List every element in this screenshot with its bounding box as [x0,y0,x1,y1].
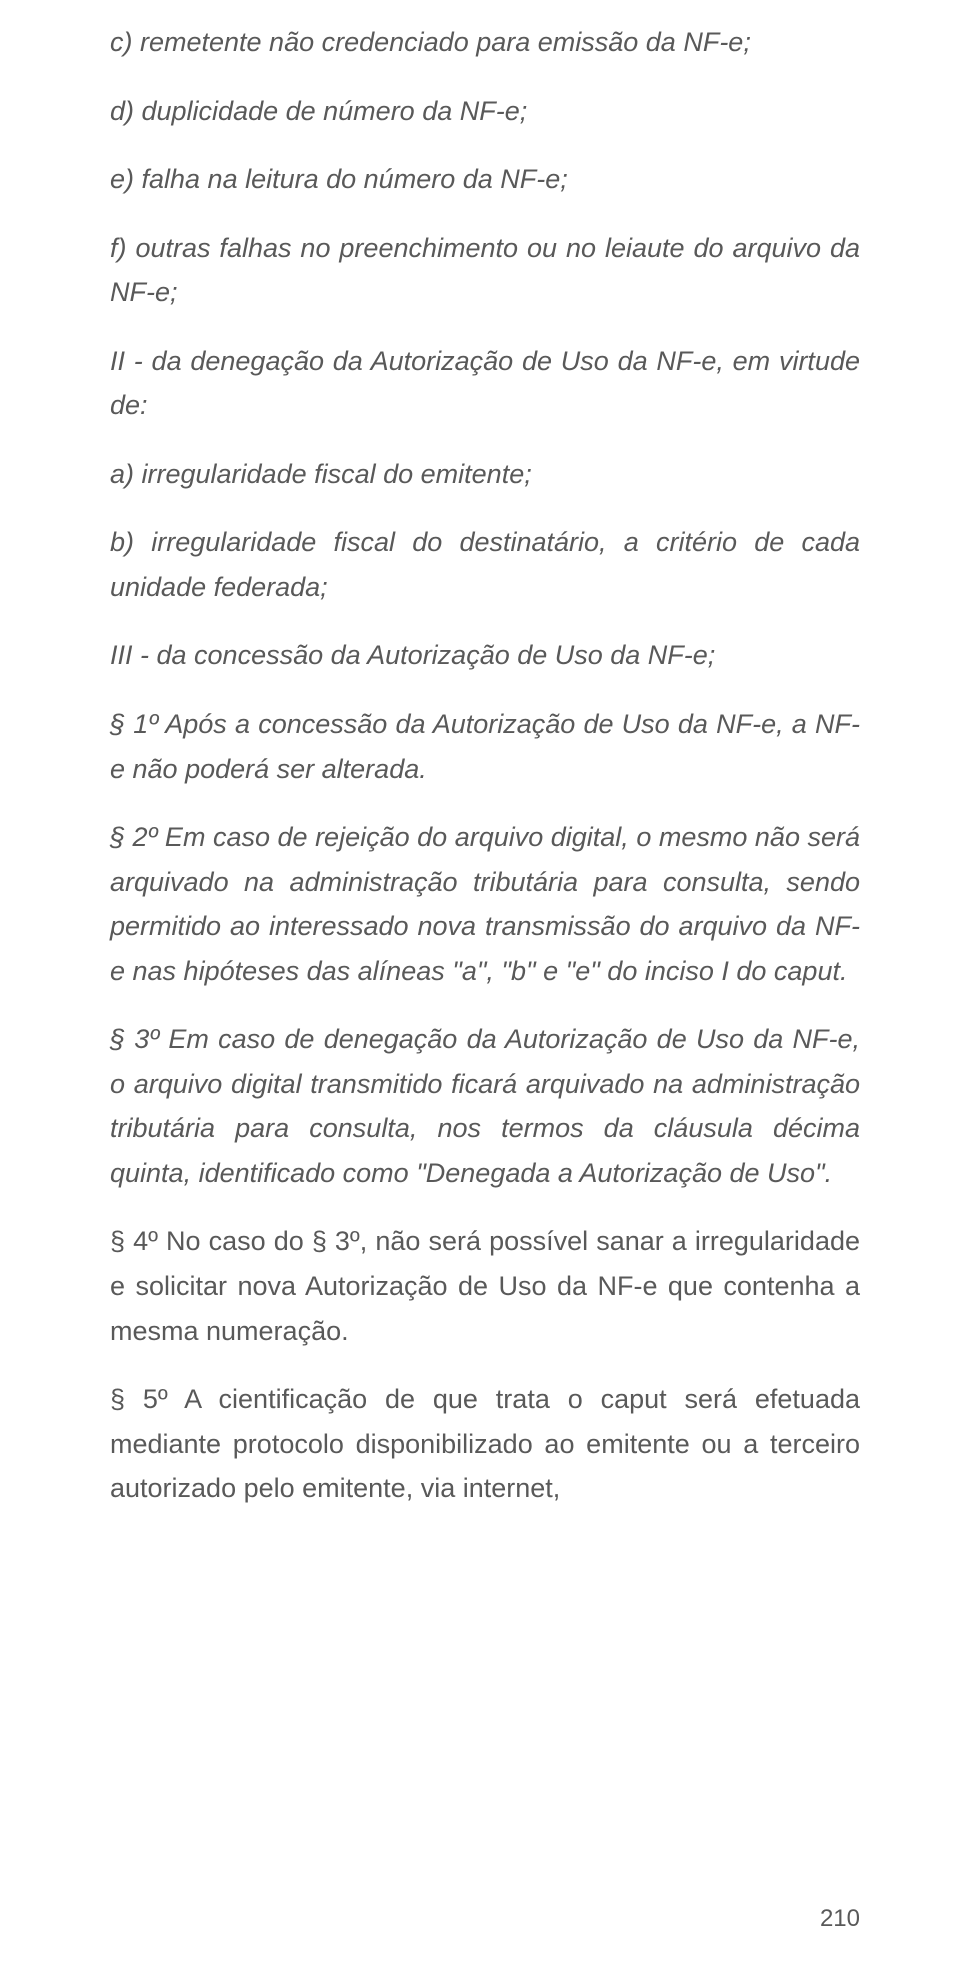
paragraph-e: e) falha na leitura do número da NF-e; [110,157,860,202]
paragraph-b2: b) irregularidade fiscal do destinatário… [110,520,860,609]
page-number: 210 [820,1905,860,1933]
paragraph-iii: III - da concessão da Autorização de Uso… [110,633,860,678]
paragraph-s4: § 4º No caso do § 3º, não será possível … [110,1219,860,1353]
document-page: c) remetente não credenciado para emissã… [0,0,960,1963]
paragraph-f: f) outras falhas no preenchimento ou no … [110,226,860,315]
paragraph-d: d) duplicidade de número da NF-e; [110,89,860,134]
paragraph-s5: § 5º A cientificação de que trata o capu… [110,1377,860,1511]
paragraph-s3: § 3º Em caso de denegação da Autorização… [110,1017,860,1195]
paragraph-ii: II - da denegação da Autorização de Uso … [110,339,860,428]
paragraph-c: c) remetente não credenciado para emissã… [110,20,860,65]
paragraph-s2: § 2º Em caso de rejeição do arquivo digi… [110,815,860,993]
paragraph-a2: a) irregularidade fiscal do emitente; [110,452,860,497]
paragraph-s1: § 1º Após a concessão da Autorização de … [110,702,860,791]
